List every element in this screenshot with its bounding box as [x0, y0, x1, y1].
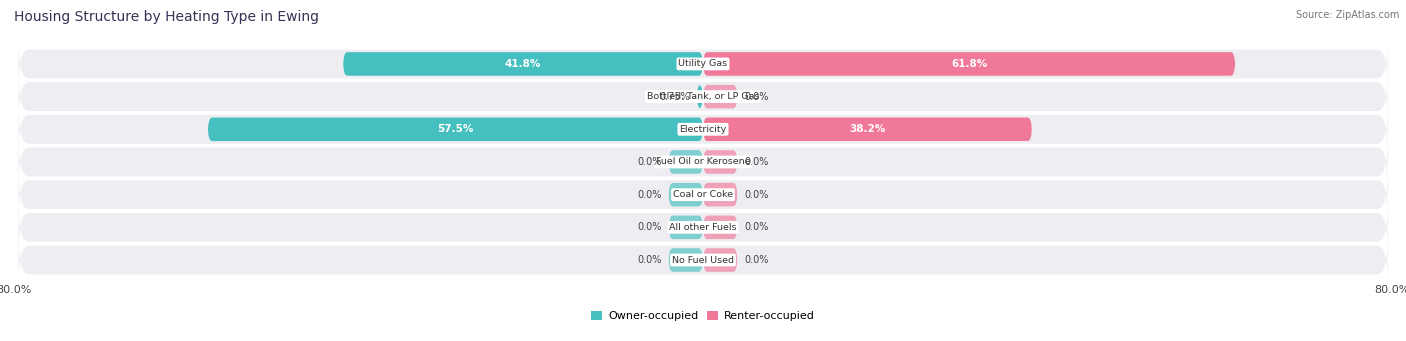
Text: 57.5%: 57.5% [437, 124, 474, 134]
Text: No Fuel Used: No Fuel Used [672, 255, 734, 265]
FancyBboxPatch shape [208, 118, 703, 141]
FancyBboxPatch shape [18, 39, 1388, 89]
FancyBboxPatch shape [703, 118, 1032, 141]
FancyBboxPatch shape [703, 248, 738, 272]
Text: 0.0%: 0.0% [637, 157, 662, 167]
Text: 0.0%: 0.0% [744, 157, 769, 167]
FancyBboxPatch shape [18, 72, 1388, 121]
FancyBboxPatch shape [18, 137, 1388, 187]
Text: 38.2%: 38.2% [849, 124, 886, 134]
FancyBboxPatch shape [18, 203, 1388, 252]
Text: All other Fuels: All other Fuels [669, 223, 737, 232]
Text: Coal or Coke: Coal or Coke [673, 190, 733, 199]
FancyBboxPatch shape [18, 170, 1388, 220]
FancyBboxPatch shape [703, 85, 738, 108]
Text: 0.0%: 0.0% [744, 92, 769, 102]
FancyBboxPatch shape [18, 235, 1388, 285]
FancyBboxPatch shape [703, 183, 738, 206]
Text: Fuel Oil or Kerosene: Fuel Oil or Kerosene [655, 158, 751, 166]
Text: 0.0%: 0.0% [637, 255, 662, 265]
FancyBboxPatch shape [18, 104, 1388, 154]
Text: 61.8%: 61.8% [950, 59, 987, 69]
FancyBboxPatch shape [703, 216, 738, 239]
Legend: Owner-occupied, Renter-occupied: Owner-occupied, Renter-occupied [586, 307, 820, 326]
FancyBboxPatch shape [669, 150, 703, 174]
FancyBboxPatch shape [669, 248, 703, 272]
Text: 0.0%: 0.0% [744, 190, 769, 199]
FancyBboxPatch shape [669, 183, 703, 206]
FancyBboxPatch shape [343, 52, 703, 76]
Text: 41.8%: 41.8% [505, 59, 541, 69]
Text: 0.0%: 0.0% [744, 255, 769, 265]
Text: Electricity: Electricity [679, 125, 727, 134]
Text: Bottled, Tank, or LP Gas: Bottled, Tank, or LP Gas [647, 92, 759, 101]
Text: Utility Gas: Utility Gas [679, 59, 727, 69]
Text: 0.75%: 0.75% [659, 92, 690, 102]
Text: Housing Structure by Heating Type in Ewing: Housing Structure by Heating Type in Ewi… [14, 10, 319, 24]
FancyBboxPatch shape [703, 150, 738, 174]
FancyBboxPatch shape [703, 52, 1236, 76]
Text: 0.0%: 0.0% [744, 222, 769, 232]
Text: 0.0%: 0.0% [637, 190, 662, 199]
Text: 0.0%: 0.0% [637, 222, 662, 232]
Text: Source: ZipAtlas.com: Source: ZipAtlas.com [1295, 10, 1399, 20]
FancyBboxPatch shape [669, 216, 703, 239]
FancyBboxPatch shape [696, 85, 703, 108]
